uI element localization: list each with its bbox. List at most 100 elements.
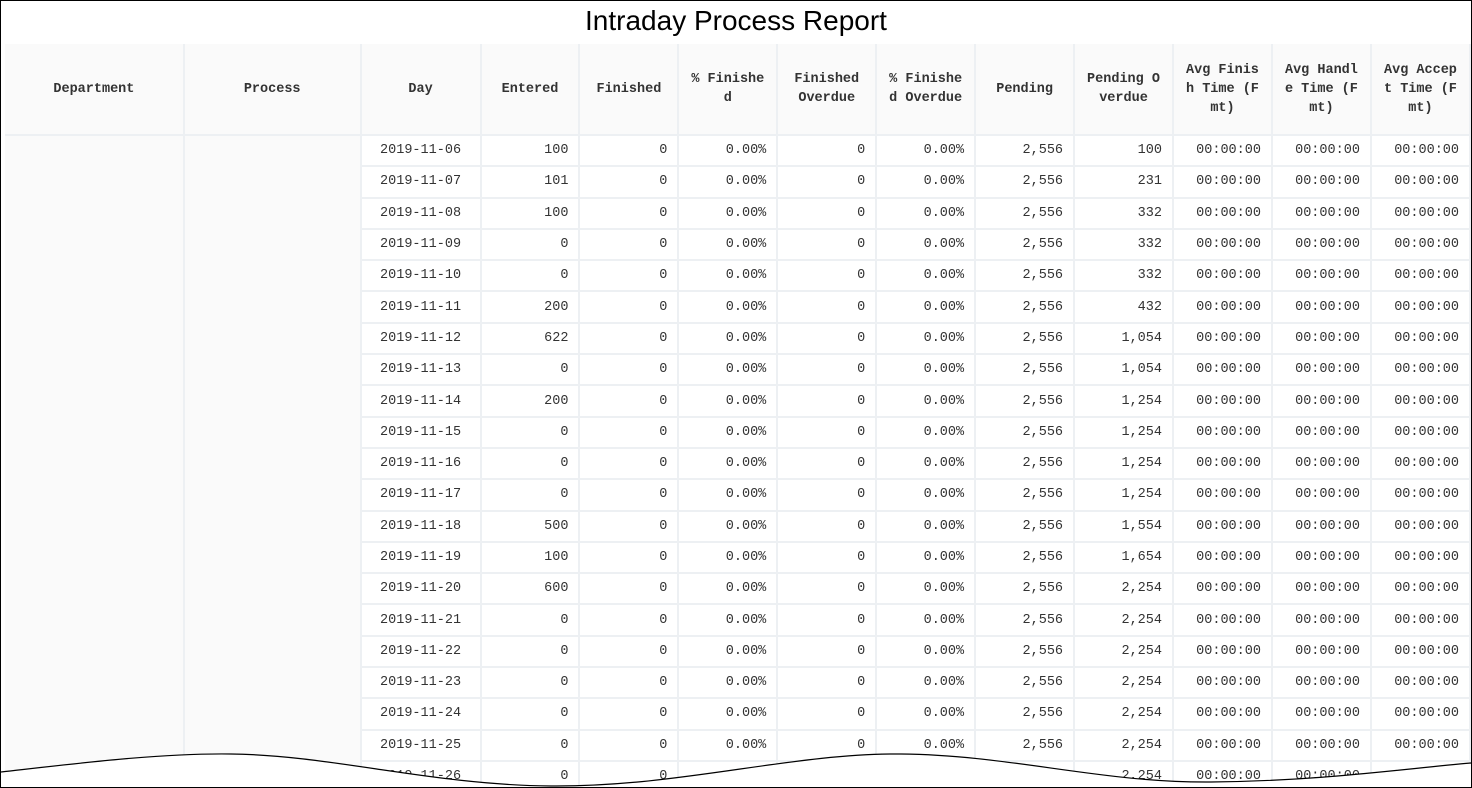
value-cell: 2,556	[975, 667, 1076, 700]
day-cell: 2019-11-22	[360, 635, 482, 669]
day-cell: 2019-11-25	[360, 729, 482, 762]
table-row: 2019-11-21 0 0 0.00% 0 0.00% 2,556 2,254 00:00:0…	[5, 604, 1471, 637]
value-cell: 00:00:00	[1370, 354, 1471, 387]
value-cell: 0	[579, 135, 680, 168]
column-header: Avg Finish Time (Fmt)	[1172, 44, 1273, 136]
report-table: Department Process Day Entered Finished% Fin…	[5, 44, 1471, 787]
value-cell: 00:00:00	[1172, 447, 1273, 481]
process-cell	[183, 447, 362, 480]
department-cell	[5, 260, 185, 292]
value-cell: 0.00%	[876, 166, 977, 199]
value-cell: 332	[1074, 197, 1174, 230]
day-cell: 2019-11-23	[360, 667, 482, 700]
value-cell: 00:00:00	[1370, 166, 1471, 199]
value-cell: 0	[579, 479, 680, 512]
process-cell	[183, 291, 362, 323]
value-cell: 0	[777, 354, 878, 387]
value-cell: 0.00%	[876, 135, 977, 168]
value-cell: 00:00:00	[1370, 228, 1471, 262]
value-cell: 2,556	[975, 416, 1076, 449]
value-cell: 00:00:00	[1172, 166, 1273, 199]
value-cell: 0	[777, 197, 878, 230]
value-cell: 100	[480, 541, 581, 575]
process-cell	[183, 635, 362, 668]
value-cell: 0	[480, 667, 581, 700]
value-cell: 00:00:00	[1271, 354, 1372, 387]
value-cell: 00:00:00	[1271, 135, 1372, 168]
value-cell: 0	[579, 416, 680, 449]
day-cell: 2019-11-09	[360, 228, 482, 262]
value-cell: 00:00:00	[1172, 354, 1273, 387]
value-cell: 00:00:00	[1172, 322, 1273, 356]
value-cell: 100	[480, 197, 581, 230]
value-cell: 00:00:00	[1172, 479, 1273, 512]
value-cell: 332	[1074, 260, 1174, 293]
day-cell: 2019-11-07	[360, 166, 482, 199]
day-cell: 2019-11-19	[360, 541, 482, 575]
value-cell: 00:00:00	[1370, 135, 1471, 168]
day-cell: 2019-11-08	[360, 197, 482, 230]
value-cell: 2,556	[975, 635, 1076, 669]
value-cell: 2,254	[1074, 573, 1174, 606]
value-cell: 00:00:00	[1271, 604, 1372, 637]
value-cell: 0.00%	[678, 635, 779, 669]
value-cell: 0	[480, 447, 581, 481]
value-cell: 00:00:00	[1370, 604, 1471, 637]
day-cell: 2019-11-18	[360, 510, 482, 543]
day-cell: 2019-11-16	[360, 447, 482, 481]
value-cell: 0.00%	[876, 604, 977, 637]
value-cell: 0.00%	[876, 322, 977, 356]
value-cell: 00:00:00	[1370, 385, 1471, 418]
value-cell: 00:00:00	[1370, 635, 1471, 669]
value-cell: 2,556	[975, 354, 1076, 387]
day-cell: 2019-11-15	[360, 416, 482, 449]
value-cell: 0.00%	[678, 228, 779, 262]
value-cell: 0.00%	[678, 416, 779, 449]
column-header: Pending	[975, 44, 1076, 136]
value-cell: 00:00:00	[1370, 322, 1471, 356]
value-cell: 100	[480, 135, 581, 168]
value-cell: 1,554	[1074, 510, 1174, 543]
table-body: 2019-11-06 100 0 0.00% 0 0.00% 2,556 100 00:00:0…	[5, 135, 1471, 787]
process-cell	[183, 510, 362, 542]
value-cell: 0.00%	[876, 385, 977, 418]
value-cell: 0.00%	[876, 416, 977, 449]
value-cell: 200	[480, 385, 581, 418]
value-cell: 0	[480, 228, 581, 262]
process-cell	[183, 541, 362, 574]
value-cell: 0	[579, 447, 680, 481]
value-cell: 0	[777, 635, 878, 669]
process-cell	[183, 322, 362, 355]
value-cell: 0.00%	[876, 291, 977, 324]
value-cell: 2,556	[975, 604, 1076, 637]
day-cell: 2019-11-12	[360, 322, 482, 356]
value-cell: 00:00:00	[1172, 510, 1273, 543]
value-cell: 00:00:00	[1370, 447, 1471, 481]
value-cell: 0.00%	[678, 573, 779, 606]
department-cell	[5, 166, 185, 198]
value-cell: 00:00:00	[1172, 729, 1273, 762]
table-row: 2019-11-08 100 0 0.00% 0 0.00% 2,556 332 00:00:0…	[5, 197, 1471, 230]
value-cell: 00:00:00	[1172, 416, 1273, 449]
value-cell: 1,054	[1074, 354, 1174, 387]
value-cell: 0	[579, 228, 680, 262]
day-cell: 2019-11-14	[360, 385, 482, 418]
value-cell: 1,254	[1074, 447, 1174, 481]
value-cell: 0	[579, 260, 680, 293]
value-cell: 0	[777, 667, 878, 700]
value-cell: 0.00%	[678, 541, 779, 575]
value-cell: 0.00%	[678, 260, 779, 293]
value-cell: 0	[777, 604, 878, 637]
value-cell: 00:00:00	[1370, 729, 1471, 762]
department-cell	[5, 322, 185, 355]
value-cell: 1,254	[1074, 416, 1174, 449]
table-row: 2019-11-16 0 0 0.00% 0 0.00% 2,556 1,254 00:00:0…	[5, 447, 1471, 481]
column-header: Process	[183, 44, 362, 136]
value-cell: 00:00:00	[1271, 322, 1372, 356]
value-cell: 00:00:00	[1271, 197, 1372, 230]
value-cell: 231	[1074, 166, 1174, 199]
value-cell: 00:00:00	[1172, 260, 1273, 293]
value-cell: 0	[579, 291, 680, 324]
value-cell: 0.00%	[678, 447, 779, 481]
value-cell: 0.00%	[678, 135, 779, 168]
